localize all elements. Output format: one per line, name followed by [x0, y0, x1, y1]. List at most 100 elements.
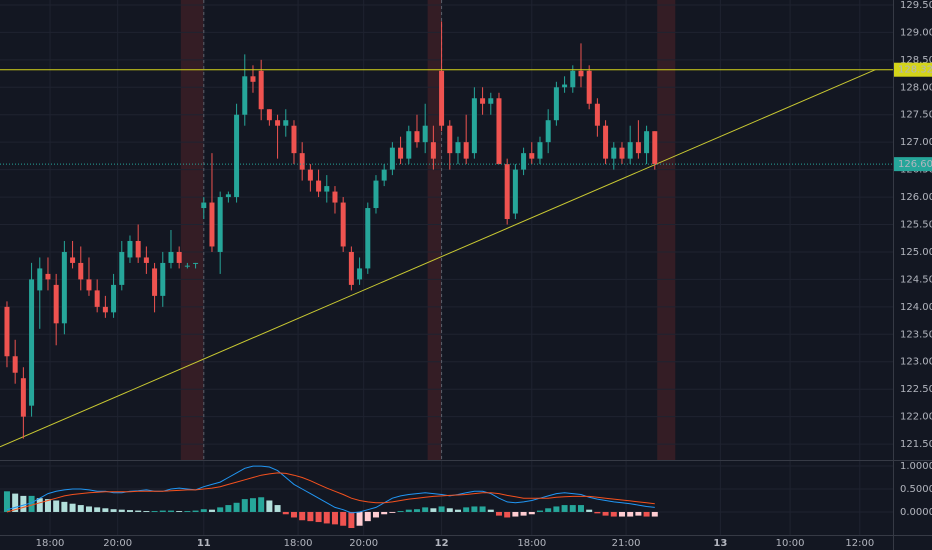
candle-body — [53, 284, 59, 324]
candle-body — [217, 197, 223, 252]
histogram-bar — [44, 499, 51, 512]
candle-body — [488, 98, 494, 104]
histogram-bar — [553, 506, 560, 512]
candle-body — [86, 279, 92, 291]
candle-body — [504, 164, 510, 220]
price-tag — [894, 157, 932, 172]
candle-body — [176, 251, 182, 263]
histogram-bar — [356, 511, 363, 526]
y-tick-label: 1.0000 — [900, 461, 932, 472]
candle-body — [160, 262, 166, 296]
candle-body — [258, 70, 264, 110]
x-tick-label: 13 — [713, 538, 727, 549]
y-tick-label: 128.00 — [900, 82, 932, 93]
candle-body — [209, 202, 215, 247]
x-tick-label: 18:00 — [36, 538, 65, 549]
candle-body — [340, 202, 346, 247]
candle-body — [266, 109, 272, 121]
indicator-line — [6, 465, 655, 514]
x-tick-label: 20:00 — [103, 538, 132, 549]
y-tick-label: 0.0000 — [900, 507, 932, 518]
histogram-bar — [528, 511, 535, 515]
histogram-bar — [635, 511, 642, 516]
histogram-bar — [487, 509, 494, 512]
candle-body — [414, 131, 420, 143]
candle-body — [398, 147, 404, 159]
candle-body — [635, 142, 641, 154]
histogram-bar — [94, 507, 101, 512]
candle-body — [480, 98, 486, 104]
histogram-bar — [504, 511, 511, 518]
histogram-bar — [176, 511, 183, 512]
candle-body — [102, 306, 108, 313]
histogram-bar — [389, 511, 396, 513]
indicator-line — [6, 472, 655, 513]
trendline — [0, 69, 876, 448]
histogram-bar — [446, 508, 453, 512]
candle-body — [447, 125, 453, 154]
histogram-bar — [594, 511, 601, 514]
candle-body — [225, 194, 231, 198]
candle-body — [193, 262, 199, 264]
histogram-bar — [643, 511, 650, 517]
candle-body — [12, 356, 18, 373]
candle-body — [529, 153, 535, 159]
histogram-bar — [290, 511, 297, 518]
histogram-bar — [618, 511, 625, 517]
histogram-bar — [471, 506, 478, 512]
candle-body — [299, 153, 305, 170]
histogram-bar — [397, 511, 404, 512]
histogram-bar — [331, 511, 338, 525]
y-tick-label: 125.00 — [900, 247, 932, 258]
y-tick-label: 127.50 — [900, 110, 932, 121]
candle-body — [521, 153, 527, 170]
histogram-bar — [520, 511, 527, 516]
candle-body — [463, 142, 469, 159]
y-tick-label: 128.50 — [900, 55, 932, 66]
histogram-bar — [577, 505, 584, 512]
histogram-bar — [192, 510, 199, 512]
histogram-bar — [569, 505, 576, 512]
y-tick-label: 124.50 — [900, 274, 932, 285]
histogram-bar — [159, 510, 166, 512]
y-tick-label: 127.00 — [900, 137, 932, 148]
histogram-bar — [405, 509, 412, 512]
candle-body — [471, 98, 477, 154]
session-shade — [180, 0, 204, 460]
histogram-bar — [12, 493, 19, 512]
histogram-bar — [28, 495, 35, 512]
histogram-bar — [241, 499, 248, 512]
histogram-bar — [69, 503, 76, 512]
x-tick-label: 11 — [197, 538, 211, 549]
histogram-bar — [463, 507, 470, 512]
candle-body — [275, 120, 281, 126]
candle-body — [250, 76, 256, 82]
histogram-bar — [299, 511, 306, 521]
candle-body — [111, 284, 117, 313]
candle-body — [430, 142, 436, 159]
candle-body — [512, 169, 518, 214]
histogram-bar — [143, 511, 150, 512]
histogram-bar — [217, 507, 224, 512]
histogram-bar — [118, 509, 125, 512]
histogram-bar — [102, 508, 109, 512]
candle-body — [586, 70, 592, 104]
histogram-bar — [258, 497, 265, 512]
candle-body — [389, 147, 395, 170]
x-tick-label: 21:00 — [612, 538, 641, 549]
x-tick-label: 18:00 — [284, 538, 313, 549]
candle-body — [496, 98, 502, 165]
candle-body — [603, 125, 609, 159]
histogram-bar — [364, 511, 371, 522]
session-shade — [657, 0, 676, 460]
histogram-bar — [110, 509, 117, 512]
candle-body — [291, 125, 297, 154]
histogram-bar — [135, 510, 142, 512]
histogram-bar — [315, 511, 322, 523]
candle-body — [201, 202, 207, 209]
histogram-bar — [151, 511, 158, 512]
candle-body — [611, 147, 617, 159]
candle-body — [594, 103, 600, 126]
